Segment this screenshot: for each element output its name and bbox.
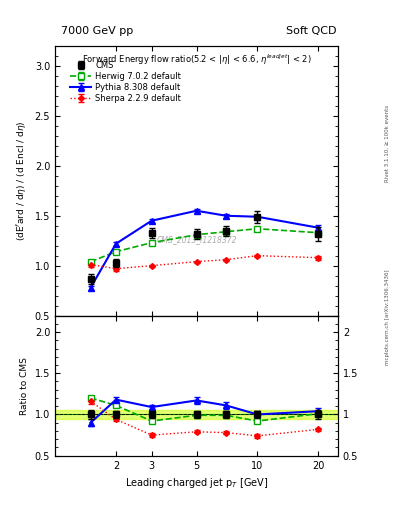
Text: Forward Energy flow ratio(5.2 < |$\eta$| < 6.6, $\eta^{leadjet}$| < 2): Forward Energy flow ratio(5.2 < |$\eta$|… — [82, 53, 311, 67]
Text: CMS_2013_I1218372: CMS_2013_I1218372 — [156, 236, 237, 245]
Text: Rivet 3.1.10, ≥ 100k events: Rivet 3.1.10, ≥ 100k events — [385, 105, 390, 182]
Text: Soft QCD: Soft QCD — [286, 26, 336, 36]
Text: mcplots.cern.ch [arXiv:1306.3436]: mcplots.cern.ch [arXiv:1306.3436] — [385, 270, 390, 365]
Y-axis label: (dE$^{f}$ard / d$\eta$) / (d Encl / d$\eta$): (dE$^{f}$ard / d$\eta$) / (d Encl / d$\e… — [15, 120, 29, 241]
X-axis label: Leading charged jet p$_T$ [GeV]: Leading charged jet p$_T$ [GeV] — [125, 476, 268, 490]
Y-axis label: Ratio to CMS: Ratio to CMS — [20, 357, 29, 415]
Legend: CMS, Herwig 7.0.2 default, Pythia 8.308 default, Sherpa 2.2.9 default: CMS, Herwig 7.0.2 default, Pythia 8.308 … — [67, 57, 184, 106]
Bar — [55, 410, 338, 419]
Text: 7000 GeV pp: 7000 GeV pp — [61, 26, 133, 36]
